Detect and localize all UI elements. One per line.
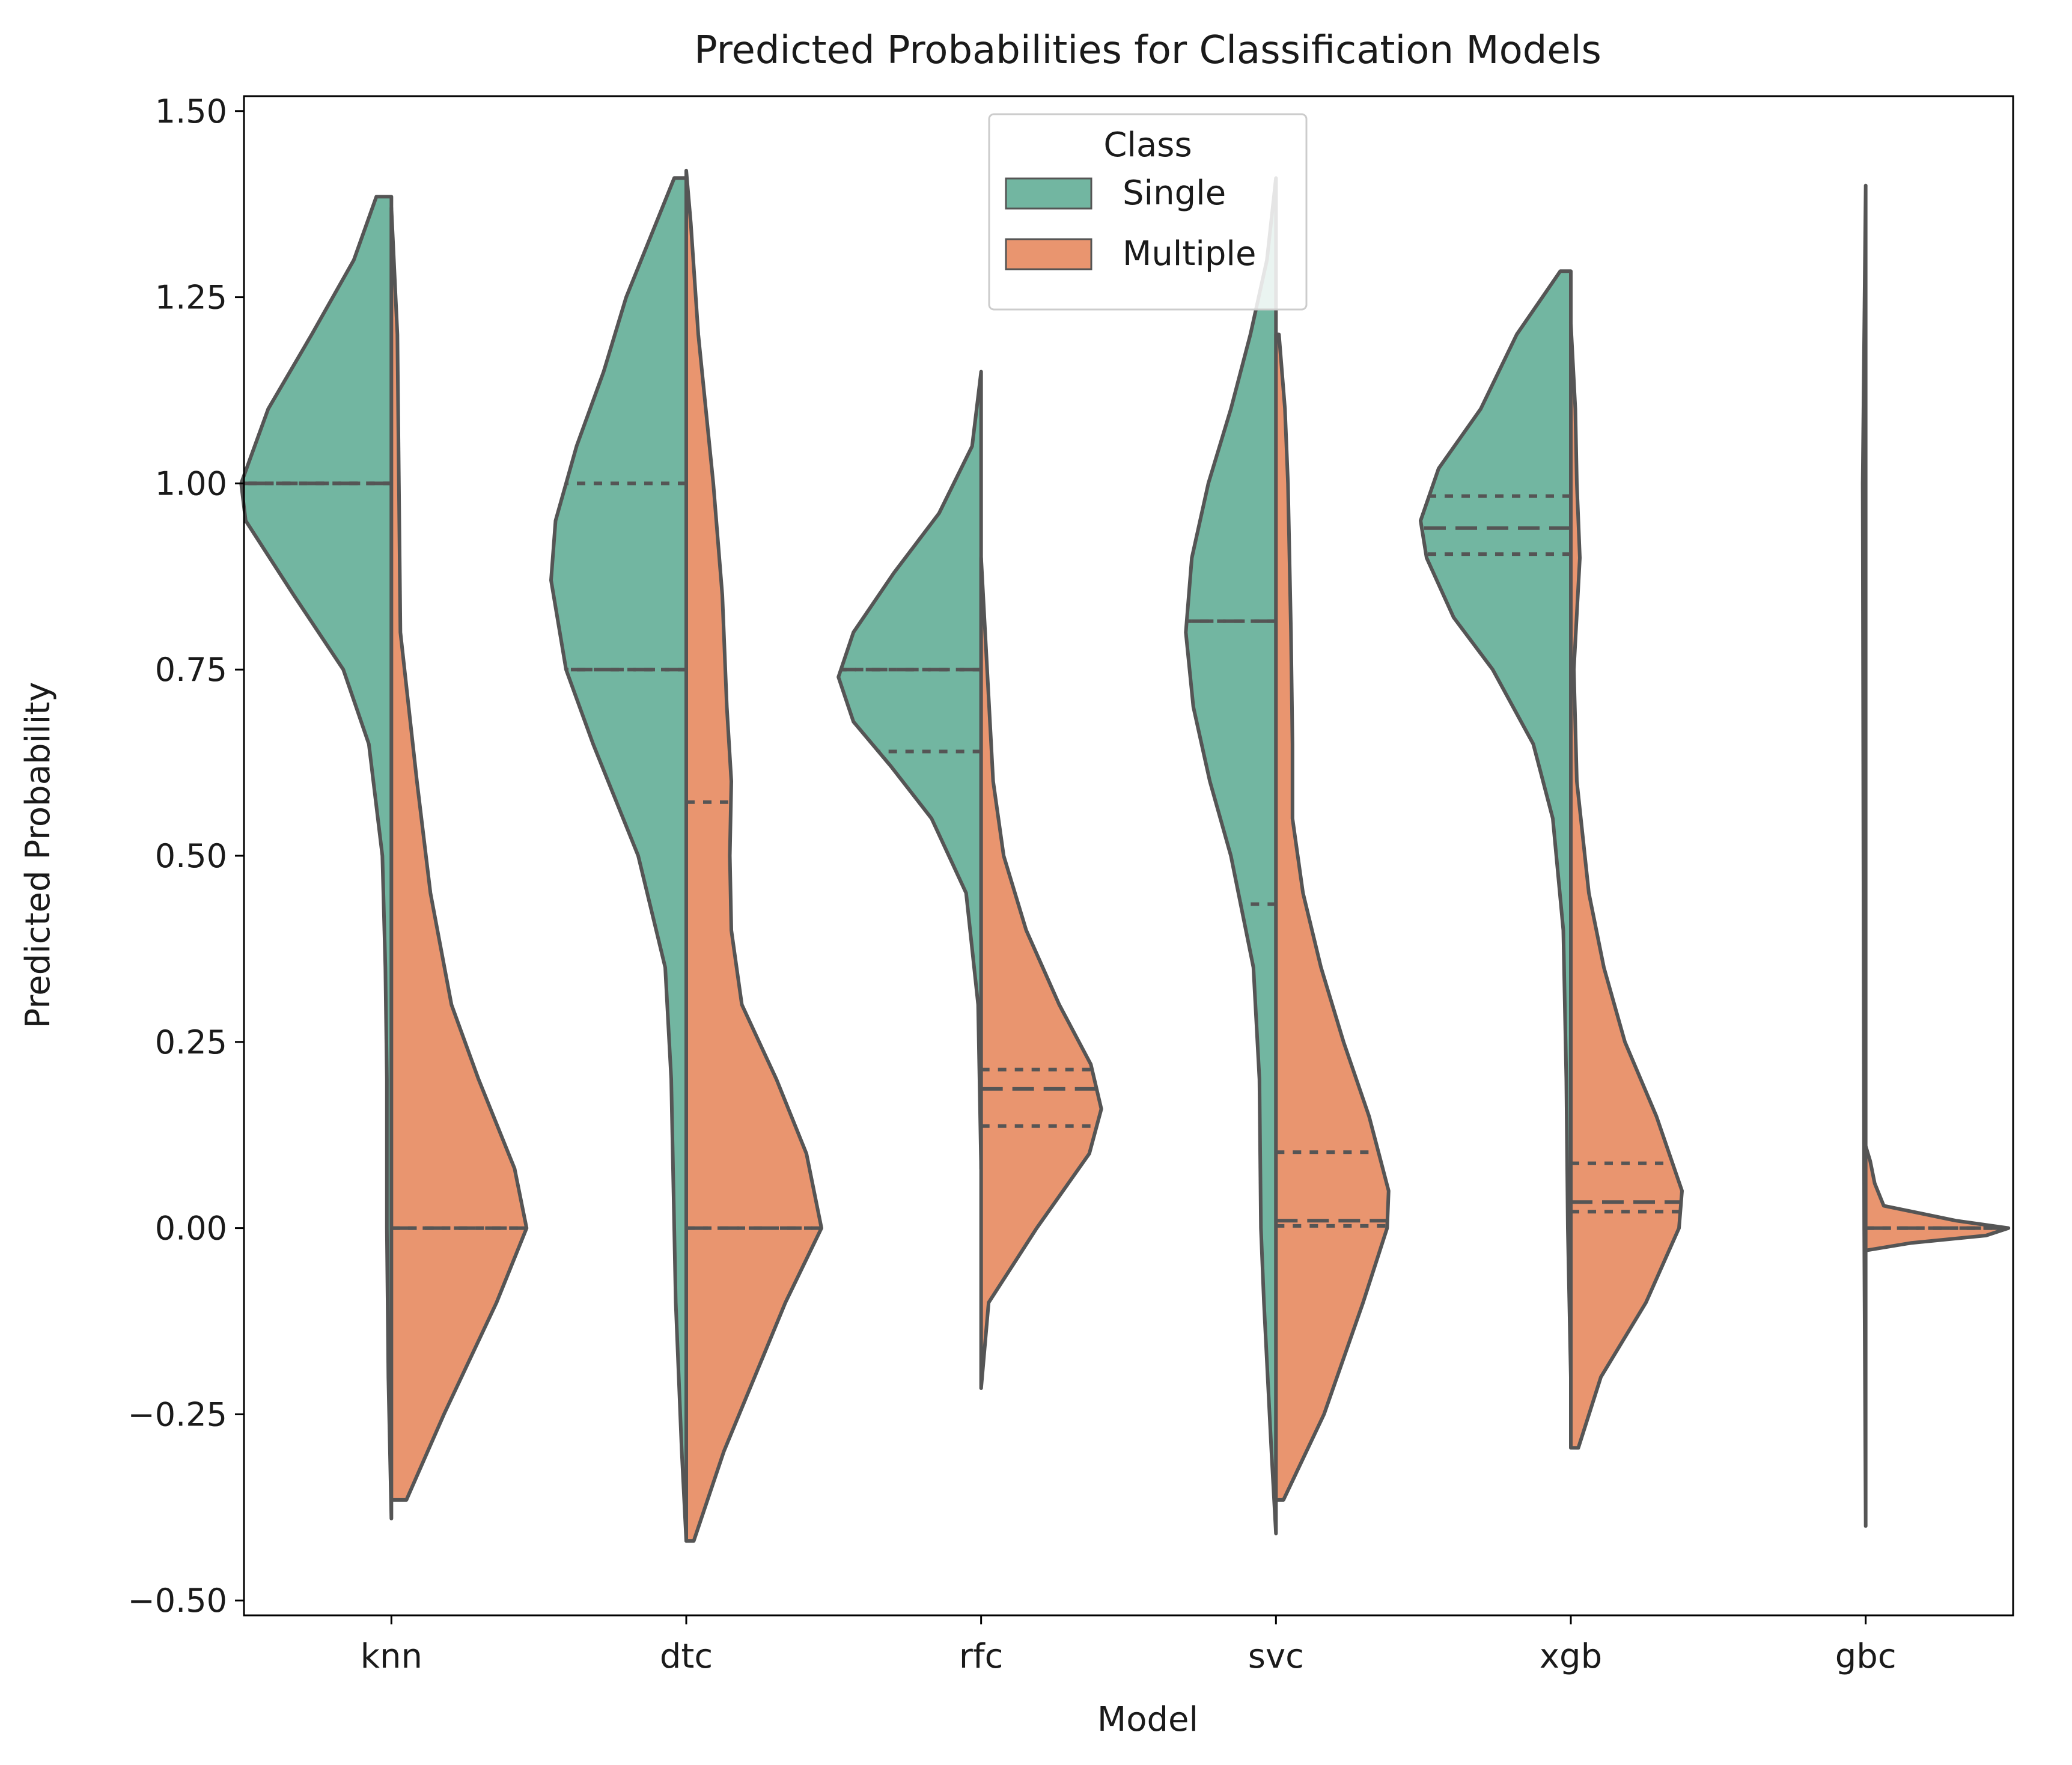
x-tick-label: xgb <box>1540 1637 1602 1676</box>
y-axis-label: Predicted Probability <box>19 682 58 1029</box>
legend-swatch <box>1005 177 1092 210</box>
violin-body <box>1419 269 1573 1379</box>
violin-rfc-single <box>836 370 983 1171</box>
violin-xgb-single <box>1419 269 1573 1379</box>
y-tick-label: 1.25 <box>155 279 227 317</box>
violin-body <box>1860 183 1868 1528</box>
x-tick-label: knn <box>361 1637 422 1676</box>
violin-knn-multiple <box>389 206 529 1502</box>
violin-gbc-single <box>1860 183 1868 1528</box>
violin-body <box>239 195 394 1520</box>
violin-knn-single <box>239 195 394 1520</box>
violin-body <box>979 556 1103 1391</box>
y-tick-label: 0.00 <box>155 1210 227 1248</box>
y-tick-label: 0.25 <box>155 1023 227 1061</box>
x-tick-label: rfc <box>959 1637 1004 1676</box>
violin-body <box>836 370 983 1171</box>
y-tick-label: 1.50 <box>155 93 227 130</box>
violin-body <box>1569 322 1684 1450</box>
chart-title: Predicted Probabilities for Classificati… <box>694 28 1601 73</box>
y-tick-label: 0.50 <box>155 837 227 875</box>
violin-dtc-multiple <box>684 168 823 1543</box>
y-axis: −0.50 −0.25 0.00 0.25 0.50 0.75 1.00 1.25 1.50 <box>128 93 244 1620</box>
y-tick-label: 0.75 <box>155 651 227 689</box>
y-tick-label: 1.00 <box>155 465 227 502</box>
x-tick-label: svc <box>1248 1637 1304 1676</box>
x-tick-label: dtc <box>660 1637 713 1676</box>
x-tick-label: gbc <box>1835 1637 1897 1676</box>
legend-title: Class <box>1103 126 1192 165</box>
y-tick-label: −0.25 <box>128 1395 227 1433</box>
violin-dtc-single <box>549 176 688 1543</box>
legend-label: Multiple <box>1123 234 1256 273</box>
legend-label: Single <box>1123 174 1226 213</box>
violin-xgb-multiple <box>1569 322 1684 1450</box>
violin-body <box>684 168 823 1543</box>
legend: Class Single Multiple <box>988 113 1308 311</box>
y-tick-label: −0.50 <box>128 1582 227 1620</box>
violin-svc-multiple <box>1274 332 1391 1502</box>
x-axis: knn dtc rfc svc xgb gbc <box>361 1615 1897 1676</box>
violin-body <box>389 206 529 1502</box>
violin-body <box>1274 332 1391 1502</box>
violin-body <box>1863 1144 2011 1252</box>
legend-swatch <box>1005 238 1092 270</box>
violin-rfc-multiple <box>979 556 1103 1391</box>
plot-area <box>239 168 2011 1543</box>
violin-gbc-multiple <box>1863 1144 2011 1252</box>
x-axis-label: Model <box>1097 1700 1198 1739</box>
